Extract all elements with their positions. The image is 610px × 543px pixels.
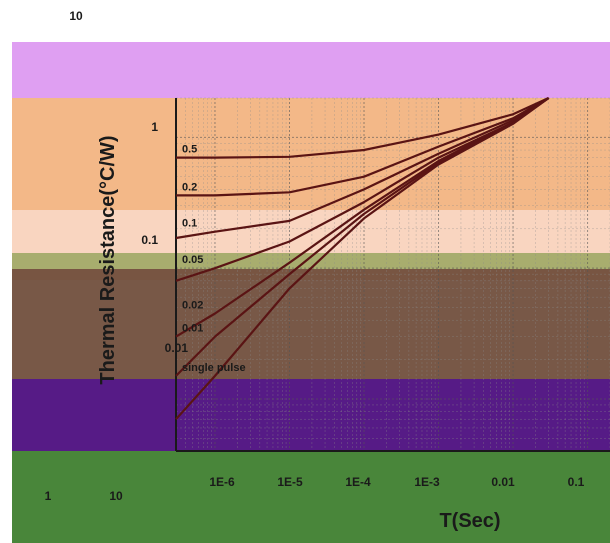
extra-tick-labels: 10 1 10 [45,9,123,503]
series-label: single pulse [182,362,246,374]
y-tick-label: 1 [151,120,158,134]
artifact-band-brown [12,269,610,379]
y-tick-label: 0.1 [141,233,158,247]
x-tick-labels: 1E-6 1E-5 1E-4 1E-3 0.01 0.1 [209,475,584,489]
series-line [175,97,550,420]
axis-labels: T(Sec) Thermal Resistance(°C/W) [97,135,501,532]
x-tick-label: 1E-4 [345,475,371,489]
series-line [176,96,550,159]
series-label: 0.5 [182,144,197,156]
series-line [175,97,550,240]
artifact-band-olive [12,253,610,269]
series-line [176,97,550,197]
x-tick-label: 0.01 [491,475,515,489]
artifact-bands [12,42,610,543]
x-tick-label: 0.1 [568,475,585,489]
x-tick-label: 1E-3 [414,475,440,489]
series-labels: 0.5 0.2 0.1 0.05 0.02 0.01 single pulse [182,144,246,374]
extra-tick-label: 10 [109,489,123,503]
x-axis-label: T(Sec) [439,510,500,532]
artifact-band-violet [12,42,610,98]
series-label: 0.02 [182,300,203,312]
series-label: 0.05 [182,254,203,266]
artifact-band-green [12,451,610,543]
y-axis-label: Thermal Resistance(°C/W) [97,135,119,384]
x-tick-label: 1E-5 [277,475,303,489]
extra-tick-label: 10 [69,9,83,23]
artifact-band-purple [12,379,610,451]
series-label: 0.2 [182,181,197,193]
y-tick-label: 0.01 [165,341,189,355]
y-tick-labels: 1 0.1 0.01 [141,120,188,355]
extra-tick-label: 1 [45,489,52,503]
x-tick-label: 1E-6 [209,475,235,489]
series-label: 0.1 [182,218,197,230]
series-lines [175,96,550,420]
series-label: 0.01 [182,323,203,335]
